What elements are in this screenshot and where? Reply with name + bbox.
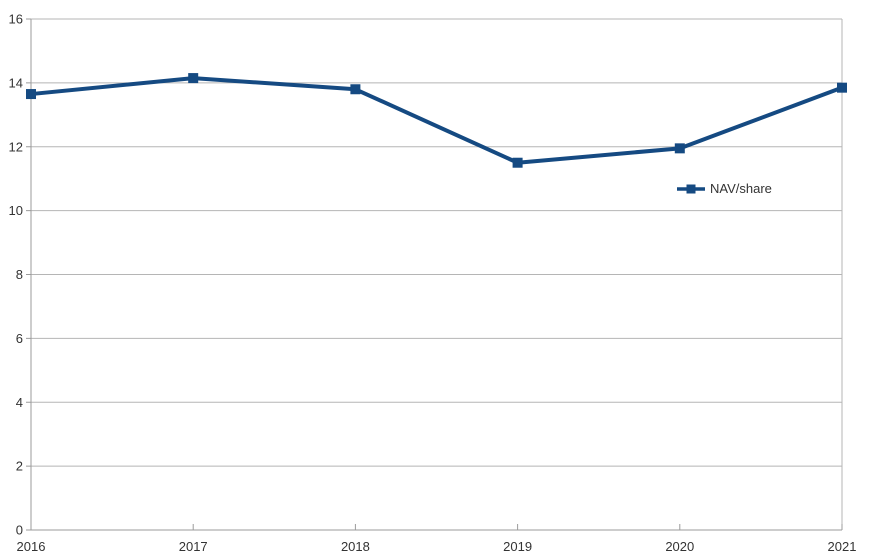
data-point-marker [837, 82, 847, 93]
data-point-marker [512, 157, 523, 168]
data-point-marker [350, 84, 361, 95]
data-point-marker [26, 89, 36, 100]
x-axis-tick-label: 2017 [179, 539, 208, 554]
data-point-marker [188, 73, 199, 84]
legend-marker-sample [686, 184, 696, 194]
y-axis-tick-label: 6 [16, 331, 23, 346]
y-axis-tick-label: 14 [9, 75, 23, 90]
x-axis-tick-label: 2020 [665, 539, 694, 554]
data-point-marker [674, 143, 685, 154]
x-axis-tick-label: 2019 [503, 539, 532, 554]
y-axis-tick-label: 4 [16, 395, 23, 410]
legend-line-marker-icon [677, 184, 705, 194]
legend-label: NAV/share [710, 181, 772, 196]
y-axis-tick-label: 2 [16, 459, 23, 474]
x-axis-tick-label: 2021 [828, 539, 857, 554]
x-axis-tick-label: 2018 [341, 539, 370, 554]
x-axis-tick-label: 2016 [17, 539, 46, 554]
y-axis-tick-label: 8 [16, 267, 23, 282]
series-line [30, 76, 843, 165]
y-axis-tick-label: 16 [9, 12, 23, 27]
legend: NAV/share [677, 181, 772, 197]
y-axis-tick-label: 12 [9, 139, 23, 154]
y-axis-tick-label: 10 [9, 203, 23, 218]
y-axis-tick-label: 0 [16, 523, 23, 538]
